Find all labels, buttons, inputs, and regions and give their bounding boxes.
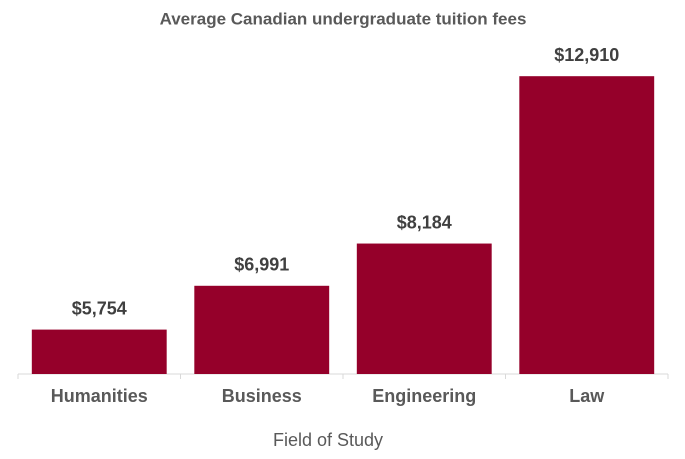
- x-axis-title: Field of Study: [273, 430, 383, 450]
- data-label: $6,991: [234, 255, 289, 275]
- data-label: $5,754: [72, 298, 127, 318]
- chart-title: Average Canadian undergraduate tuition f…: [160, 9, 527, 28]
- x-tick-label: Business: [222, 386, 302, 406]
- x-tick-label: Law: [569, 386, 605, 406]
- bar: [356, 243, 492, 374]
- bar: [519, 76, 655, 374]
- data-label: $8,184: [397, 212, 452, 232]
- bar: [194, 285, 330, 374]
- data-label: $12,910: [554, 45, 619, 65]
- x-tick-label: Engineering: [372, 386, 476, 406]
- x-tick-label: Humanities: [51, 386, 148, 406]
- bar: [31, 329, 167, 374]
